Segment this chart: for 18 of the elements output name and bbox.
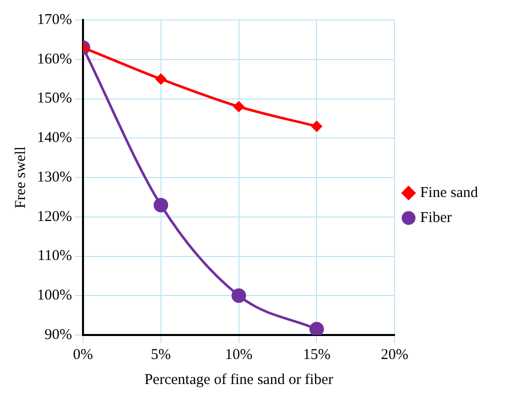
y-tick-label: 140% bbox=[36, 130, 72, 146]
y-tick-label: 130% bbox=[36, 169, 72, 186]
x-tick-label: 15% bbox=[302, 346, 330, 363]
y-tick-label: 150% bbox=[36, 90, 72, 107]
legend-label: Fine sand bbox=[420, 184, 478, 201]
y-tick-label: 90% bbox=[44, 326, 72, 343]
y-tick-label: 120% bbox=[36, 208, 72, 225]
y-tick-label: 100% bbox=[36, 288, 72, 304]
legend-label: Fiber bbox=[420, 210, 452, 226]
y-tick-label: 170% bbox=[36, 12, 72, 28]
x-tick-label: 5% bbox=[150, 346, 171, 363]
y-axis-title: Free swell bbox=[12, 146, 29, 209]
x-axis-title: Percentage of fine sand or fiber bbox=[144, 372, 334, 388]
x-tick-label: 10% bbox=[225, 346, 253, 363]
x-tick-label: 0% bbox=[72, 346, 93, 363]
y-tick-label: 110% bbox=[38, 248, 72, 264]
y-tick-label: 160% bbox=[36, 51, 72, 68]
x-tick-label: 20% bbox=[380, 346, 408, 363]
